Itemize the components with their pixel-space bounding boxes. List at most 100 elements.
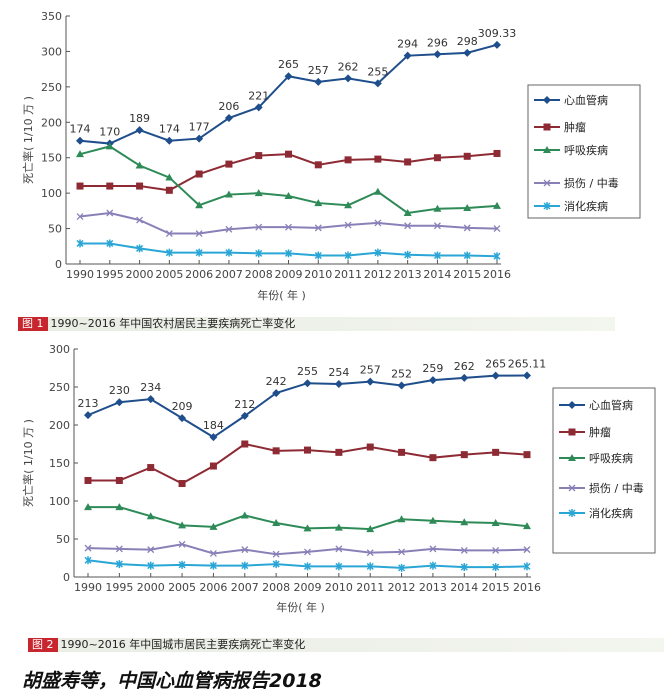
data-point: [178, 560, 186, 569]
data-point: [314, 161, 322, 169]
data-point: [209, 561, 217, 570]
data-point: [224, 114, 233, 123]
data-point: [225, 225, 233, 233]
data-point: [429, 561, 437, 570]
data-label: 257: [360, 364, 381, 377]
data-point: [433, 251, 441, 260]
x-tick-label: 1995: [105, 581, 133, 594]
data-point: [335, 448, 343, 456]
legend-box: [552, 387, 656, 554]
data-label: 212: [234, 398, 255, 411]
x-tick-label: 2005: [155, 268, 183, 281]
figure-1-title: 1990~2016 年中国农村居民主要疾病死亡率变化: [50, 317, 296, 330]
data-point: [76, 239, 84, 248]
data-point: [136, 182, 144, 190]
data-label: 170: [99, 126, 120, 139]
y-tick-label: 200: [49, 419, 70, 432]
data-point: [433, 222, 441, 230]
data-point: [135, 126, 144, 135]
data-point: [334, 379, 343, 388]
data-point: [106, 209, 114, 217]
data-point: [463, 224, 471, 232]
data-point: [115, 503, 124, 511]
data-point: [397, 381, 406, 390]
data-label: 294: [397, 38, 418, 51]
x-tick-label: 2009: [294, 581, 322, 594]
data-label: 189: [129, 112, 150, 125]
data-point: [255, 152, 263, 160]
data-point: [147, 561, 155, 570]
legend-label: 损伤 / 中毒: [589, 481, 644, 495]
series-1: 213 230 234 209 184 212 242 255 254 257 252 259 262 2…: [78, 358, 547, 442]
y-tick-label: 250: [41, 81, 62, 94]
x-tick-label: 1995: [96, 268, 124, 281]
data-label: 234: [140, 381, 161, 394]
data-point: [224, 190, 233, 198]
data-point: [115, 560, 123, 569]
data-point: [303, 562, 312, 571]
data-point: [195, 201, 204, 209]
data-point: [225, 248, 233, 257]
data-point: [492, 563, 500, 572]
data-point: [115, 545, 123, 553]
data-label: 184: [203, 419, 224, 432]
data-point: [463, 251, 471, 260]
legend-marker: [568, 484, 576, 492]
data-point: [366, 562, 374, 571]
data-point: [209, 522, 218, 530]
y-tick-label: 100: [41, 187, 62, 200]
data-point: [463, 152, 471, 160]
figure-2-label: 图 2: [28, 638, 58, 652]
data-point: [272, 560, 280, 569]
data-point: [303, 379, 312, 388]
data-point: [106, 182, 114, 190]
data-point: [272, 519, 281, 527]
data-point: [285, 223, 292, 231]
data-point: [195, 248, 203, 257]
series-5: [84, 556, 531, 572]
data-point: [272, 389, 281, 398]
data-point: [106, 239, 114, 248]
data-label: 230: [109, 384, 130, 397]
data-label: 221: [248, 89, 269, 102]
data-point: [147, 464, 155, 472]
data-point: [398, 563, 406, 572]
caption-figure-2: 图 2 1990~2016 年中国城市居民主要疾病死亡率变化: [28, 638, 664, 652]
data-point: [84, 544, 92, 552]
data-point: [136, 244, 144, 253]
data-point: [398, 548, 406, 556]
data-point: [225, 160, 233, 168]
data-point: [460, 518, 469, 526]
data-point: [492, 546, 500, 554]
x-tick-label: 2005: [168, 581, 196, 594]
data-label: 265.11: [508, 358, 547, 371]
data-point: [272, 447, 280, 455]
data-label: 262: [454, 360, 475, 373]
data-label: 296: [427, 36, 448, 49]
data-point: [146, 395, 155, 404]
legend-marker: [543, 146, 551, 153]
data-point: [165, 173, 174, 181]
x-tick-label: 2008: [262, 581, 290, 594]
legend-label: 心血管病: [564, 93, 608, 107]
data-point: [335, 562, 343, 571]
y-tick-label: 0: [63, 571, 70, 584]
series-5: [76, 239, 501, 261]
data-label: 254: [328, 366, 349, 379]
data-point: [178, 521, 187, 529]
y-tick-label: 150: [41, 152, 62, 165]
data-point: [373, 79, 382, 88]
x-tick-label: 1990: [74, 581, 102, 594]
data-point: [523, 562, 531, 571]
series-2: [76, 149, 501, 194]
data-point: [433, 204, 442, 212]
data-point: [344, 74, 353, 83]
data-point: [366, 549, 374, 557]
data-point: [209, 462, 217, 470]
data-point: [334, 523, 343, 531]
data-point: [492, 448, 500, 456]
data-point: [493, 252, 501, 261]
series-4: [84, 540, 531, 558]
data-point: [84, 503, 92, 511]
